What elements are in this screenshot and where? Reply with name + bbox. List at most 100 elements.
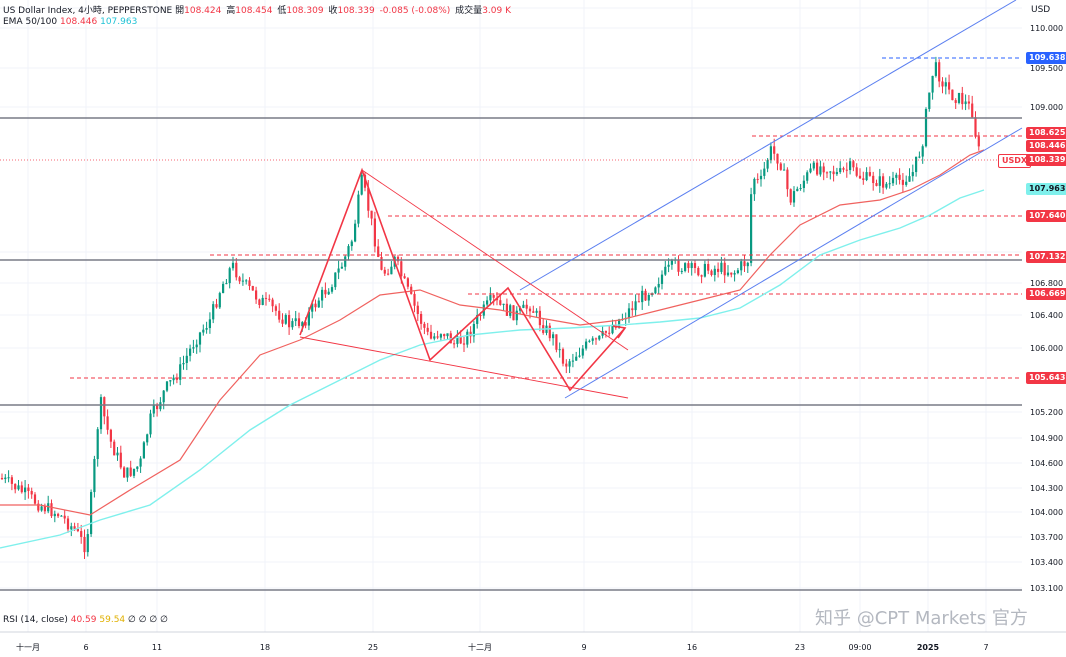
x-tick-label: 09:00 [848,643,871,652]
candle-body [561,349,565,364]
price-tag[interactable]: 108.339 [1026,154,1066,166]
candle-body [208,319,211,329]
candle-body [891,177,895,184]
candle-body [436,336,439,338]
candle-body [268,298,271,300]
candle-body [192,347,195,349]
candle-body [809,168,812,173]
candle-body [971,103,974,118]
candle-body [875,183,878,186]
candle-body [637,301,640,303]
price-tag[interactable]: 106.669 [1026,288,1066,300]
candle-body [693,263,697,268]
candle-body [109,429,112,442]
candle-body [591,338,594,341]
candle-body [746,262,749,267]
candle-body [783,169,786,171]
candle-body [944,82,947,87]
rsi-label: RSI (14, close) [3,615,68,625]
candle-body [70,526,73,530]
currency-label[interactable]: USD [1031,5,1051,15]
candle-body [654,287,657,294]
candle-body [726,272,730,276]
candle-body [106,416,109,430]
candle-body [248,280,251,287]
candle-body [951,89,954,101]
candle-body [228,268,231,284]
candle-body [66,518,70,530]
candle-body [845,169,848,171]
candle-body [403,276,406,279]
price-tag[interactable]: 108.625 [1026,127,1066,139]
price-tag[interactable]: 108.446 [1026,140,1066,152]
close-value: 108.339 [337,6,375,16]
candle-body [509,305,512,316]
candle-body [90,492,93,535]
candle-body [30,490,33,495]
candle-body [660,274,664,284]
candle-body [532,311,535,313]
candle-body [126,467,129,478]
candle-body [215,304,218,308]
x-tick-label: 23 [795,643,805,652]
ema-label: EMA 50/100 [3,17,58,27]
candle-body [311,303,314,312]
candle-body [80,531,83,537]
candle-body [330,287,334,292]
pattern-lower-line [299,336,629,399]
candle-body [585,341,588,349]
candle-body [291,321,294,328]
candle-body [218,293,221,308]
candle-body [406,278,409,287]
candle-body [185,355,188,363]
candle-body [462,343,466,345]
candle-body [763,168,766,176]
candle-body [182,362,185,365]
candle-body [142,442,145,459]
price-tag[interactable]: 107.132 [1026,251,1066,263]
candle-body [816,162,819,175]
x-tick-label: 18 [260,643,270,652]
candle-body [24,487,27,493]
candle-body [165,381,169,391]
candle-body [677,259,680,272]
candle-body [967,101,970,104]
candle-body [740,261,743,271]
candle-body [977,136,980,147]
channel-lower-line [564,127,1023,399]
candle-body [918,156,921,158]
candle-body [601,331,604,336]
candle-body [103,397,106,417]
price-tag[interactable]: 109.638 [1026,52,1066,64]
candle-body [235,262,238,278]
price-tag[interactable]: 107.963 [1026,183,1066,195]
candle-body [558,349,561,351]
candle-body [37,503,40,511]
candle-body [750,194,753,263]
candle-body [251,286,254,291]
ema-legend[interactable]: EMA 50/100 108.446 107.963 [3,17,137,27]
candle-body [684,263,687,271]
candle-body [812,162,815,169]
candle-body [486,300,489,305]
candle-body [895,174,898,178]
candle-body [238,277,241,282]
price-tag[interactable]: 107.640 [1026,210,1066,222]
candle-body [76,528,79,532]
candle-body [429,331,433,339]
candle-body [489,295,492,301]
candle-body [941,81,944,87]
candle-body [169,380,172,382]
rsi-legend[interactable]: RSI (14, close) 40.59 59.54 ∅ ∅ ∅ ∅ [3,615,168,625]
candle-body [390,266,393,275]
candle-body [690,263,693,269]
price-tag[interactable]: 105.643 [1026,372,1066,384]
candle-body [50,503,53,517]
symbol-name[interactable]: US Dollar Index, 4小時, PEPPERSTONE [3,6,173,16]
y-tick-label: 110.000 [1030,24,1063,33]
candle-body [710,270,713,276]
candle-body [132,468,136,476]
candle-body [14,483,17,490]
x-tick-label: 十二月 [468,642,492,652]
